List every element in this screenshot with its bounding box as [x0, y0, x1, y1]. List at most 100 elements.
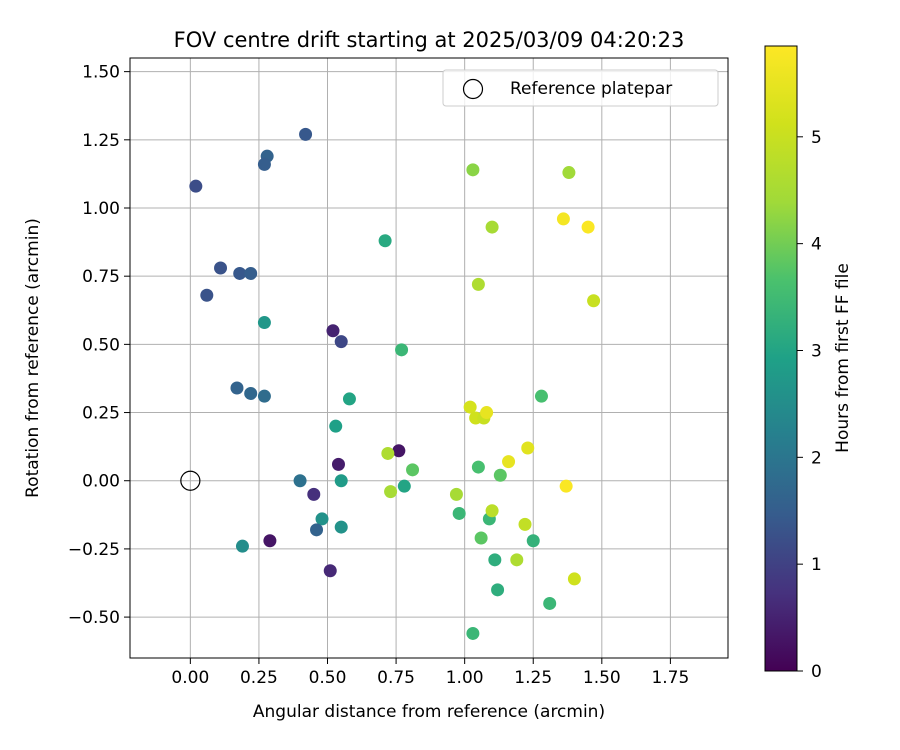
data-point — [474, 531, 488, 545]
plot-frame — [129, 57, 729, 659]
data-point — [562, 166, 576, 180]
y-tick-label: 1.25 — [82, 131, 120, 151]
data-point — [466, 626, 480, 640]
data-point — [293, 474, 307, 488]
data-point — [463, 400, 477, 414]
data-point — [334, 335, 348, 349]
colorbar-gradient — [764, 45, 798, 672]
legend-reference-marker — [462, 78, 484, 100]
data-point — [559, 479, 573, 493]
data-point — [581, 220, 595, 234]
data-point — [299, 127, 313, 141]
data-point — [235, 539, 249, 553]
data-point — [331, 457, 345, 471]
data-point — [384, 485, 398, 499]
colorbar-tick-label: 1 — [811, 555, 822, 575]
data-point — [471, 460, 485, 474]
data-point — [315, 512, 329, 526]
data-point — [381, 446, 395, 460]
data-point — [189, 179, 203, 193]
reference-marker-layer — [180, 470, 201, 491]
y-tick-label: 1.50 — [82, 63, 120, 83]
colorbar-tick-label: 5 — [811, 128, 822, 148]
y-tick-label: 0.25 — [82, 404, 120, 424]
colorbar-tick-label: 3 — [811, 341, 822, 361]
y-tick-label: −0.50 — [68, 608, 120, 628]
legend-box — [442, 69, 719, 107]
y-tick-label: −0.25 — [68, 540, 120, 560]
data-point — [257, 316, 271, 330]
x-tick-label: 0.50 — [309, 668, 347, 688]
data-point — [493, 468, 507, 482]
colorbar: 0 1 2 3 4 5 Hours from first FF file — [764, 45, 853, 682]
chart-title: FOV centre drift starting at 2025/03/09 … — [174, 28, 685, 52]
x-tick-label: 0.25 — [240, 668, 278, 688]
y-tick-label: 0.50 — [82, 335, 120, 355]
data-point — [471, 277, 485, 291]
data-point — [488, 553, 502, 567]
data-point — [534, 389, 548, 403]
data-point — [244, 386, 258, 400]
x-tick-label: 1.00 — [446, 668, 484, 688]
y-axis-ticks: −0.50 −0.25 0.00 0.25 0.50 0.75 1.00 1.25 1.50 — [68, 63, 130, 628]
x-tick-label: 1.50 — [583, 668, 621, 688]
data-point — [342, 392, 356, 406]
grid-lines — [130, 58, 728, 658]
data-point — [257, 389, 271, 403]
data-point — [200, 288, 214, 302]
data-point — [392, 444, 406, 458]
data-point — [567, 572, 581, 586]
data-point — [480, 406, 494, 420]
data-point — [323, 564, 337, 578]
data-point — [329, 419, 343, 433]
data-point — [326, 324, 340, 338]
data-point — [510, 553, 524, 567]
plot-area — [130, 58, 728, 658]
colorbar-tick-label: 0 — [811, 662, 822, 682]
colorbar-label: Hours from first FF file — [833, 263, 853, 453]
colorbar-ticks: 0 1 2 3 4 5 — [797, 128, 822, 682]
data-point — [518, 517, 532, 531]
data-point — [378, 234, 392, 248]
data-point — [310, 523, 324, 537]
data-point — [466, 163, 480, 177]
data-point — [491, 583, 505, 597]
data-point — [257, 157, 271, 171]
x-tick-label: 1.25 — [514, 668, 552, 688]
y-axis-label: Rotation from reference (arcmin) — [23, 218, 43, 498]
x-tick-label: 1.75 — [651, 668, 689, 688]
data-point — [230, 381, 244, 395]
data-point — [397, 479, 411, 493]
data-point — [521, 441, 535, 455]
data-point — [526, 534, 540, 548]
data-point — [485, 504, 499, 518]
y-tick-label: 0.75 — [82, 267, 120, 287]
x-axis-label: Angular distance from reference (arcmin) — [253, 702, 605, 722]
data-point — [244, 266, 258, 280]
data-point — [263, 534, 277, 548]
data-point — [307, 487, 321, 501]
data-point — [449, 487, 463, 501]
data-point — [587, 294, 601, 308]
data-point — [556, 212, 570, 226]
data-point — [214, 261, 228, 275]
data-point — [452, 506, 466, 520]
data-point — [485, 220, 499, 234]
legend: Reference platepar — [442, 69, 719, 107]
colorbar-tick-label: 4 — [811, 235, 822, 255]
data-points — [189, 127, 601, 640]
x-axis-ticks: 0.00 0.25 0.50 0.75 1.00 1.25 1.50 1.75 — [171, 658, 689, 688]
x-tick-label: 0.00 — [171, 668, 209, 688]
data-point — [406, 463, 420, 477]
y-tick-label: 0.00 — [82, 472, 120, 492]
data-point — [334, 520, 348, 534]
x-tick-label: 0.75 — [377, 668, 415, 688]
data-point — [233, 266, 247, 280]
legend-entry-label: Reference platepar — [510, 79, 672, 99]
data-point — [395, 343, 409, 357]
data-point — [543, 596, 557, 610]
data-point — [502, 455, 516, 469]
y-tick-label: 1.00 — [82, 199, 120, 219]
data-point — [334, 474, 348, 488]
